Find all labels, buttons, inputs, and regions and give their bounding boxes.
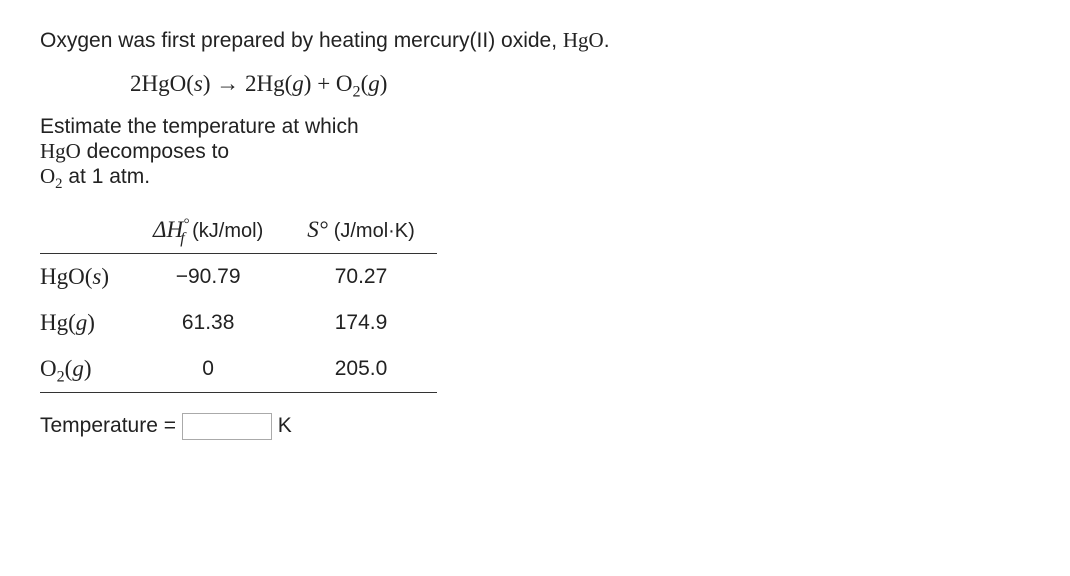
dhf-cell: 61.38 <box>131 300 285 346</box>
table-row: Hg(g) 61.38 174.9 <box>40 300 437 346</box>
prompt-line-1: Estimate the temperature at which <box>40 115 1030 139</box>
intro-text: Oxygen was first prepared by heating mer… <box>40 28 1030 53</box>
prompt-formula-hgo: HgO <box>40 139 81 163</box>
prompt-line-2: HgO decomposes to <box>40 139 1030 164</box>
table-row: O2(g) 0 205.0 <box>40 346 437 393</box>
temperature-input[interactable] <box>182 413 272 440</box>
prompt-line-3: O2 at 1 atm. <box>40 164 1030 189</box>
s-cell: 174.9 <box>285 300 437 346</box>
prompt-formula-o2: O2 <box>40 164 63 188</box>
thermo-data-table: ΔH°f (kJ/mol) S° (J/mol·K) HgO(s) −90.79… <box>40 207 437 393</box>
species-cell: HgO(s) <box>40 254 131 301</box>
answer-row: Temperature = K <box>40 413 1030 440</box>
s-cell: 205.0 <box>285 346 437 393</box>
answer-unit: K <box>278 414 292 437</box>
table-body: HgO(s) −90.79 70.27 Hg(g) 61.38 174.9 O2… <box>40 254 437 393</box>
reaction-equation: 2HgO(s) → 2Hg(g) + O2(g) <box>130 71 1030 97</box>
prompt-line-2-post: decomposes to <box>81 140 229 163</box>
dhf-cell: −90.79 <box>131 254 285 301</box>
species-cell: O2(g) <box>40 346 131 393</box>
table-row: HgO(s) −90.79 70.27 <box>40 254 437 301</box>
dhf-cell: 0 <box>131 346 285 393</box>
prompt-line-3-post: at 1 atm. <box>63 165 151 188</box>
s-cell: 70.27 <box>285 254 437 301</box>
intro-post: . <box>604 29 610 52</box>
species-cell: Hg(g) <box>40 300 131 346</box>
intro-pre: Oxygen was first prepared by heating mer… <box>40 29 563 52</box>
col-header-s: S° (J/mol·K) <box>285 207 437 254</box>
intro-formula: HgO <box>563 28 604 52</box>
col-header-dhf: ΔH°f (kJ/mol) <box>131 207 285 254</box>
prompt-block: Estimate the temperature at which HgO de… <box>40 115 1030 189</box>
answer-label: Temperature = <box>40 414 176 437</box>
